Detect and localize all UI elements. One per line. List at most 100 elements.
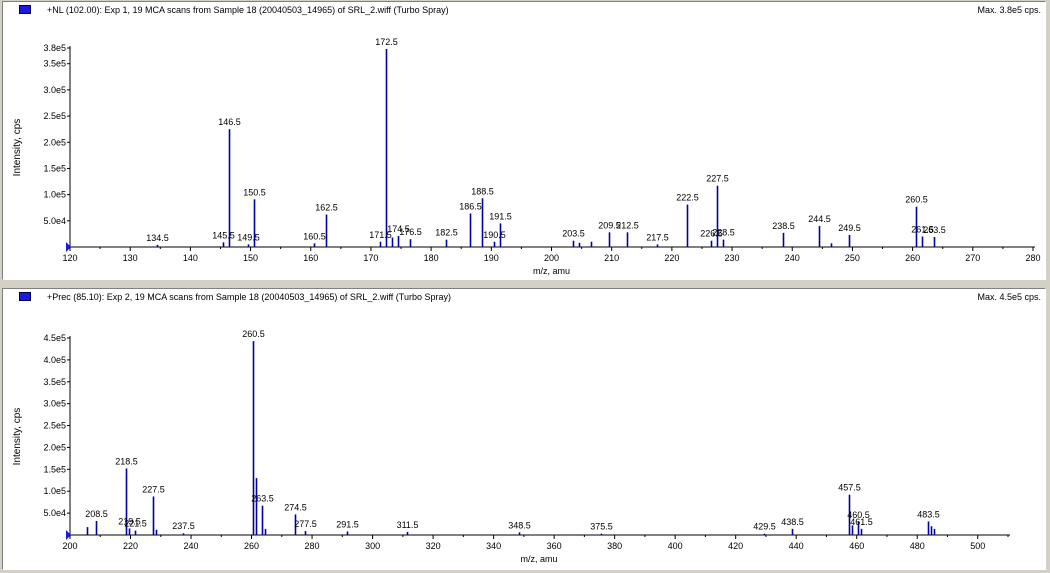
x-tick-label: 130 (123, 253, 138, 263)
peak-label: 261.5 (911, 225, 934, 235)
peak-label: 188.5 (471, 186, 494, 196)
x-tick-label: 200 (544, 253, 559, 263)
origin-marker-icon (66, 242, 71, 252)
peak-label: 227.5 (706, 174, 729, 184)
max-intensity: Max. 4.5e5 cps. (977, 292, 1041, 302)
peak-label: 461.5 (850, 517, 873, 527)
peak-label: 274.5 (284, 502, 307, 512)
peak-label: 483.5 (917, 509, 940, 519)
peak-label: 375.5 (590, 522, 613, 532)
peak-label: 209.5 (598, 220, 621, 230)
peak-label: 191.5 (489, 211, 512, 221)
peak-label: 162.5 (315, 203, 338, 213)
peak-label: 219.5 (118, 516, 141, 526)
panel-header: +NL (102.00): Exp 1, 19 MCA scans from S… (17, 5, 1041, 19)
y-tick-label: 3.0e5 (43, 399, 66, 409)
y-tick-label: 5.0e4 (43, 216, 66, 226)
peak-label: 160.5 (303, 231, 326, 241)
x-tick-label: 160 (303, 253, 318, 263)
x-tick-label: 320 (426, 541, 441, 551)
peak-label: 227.5 (142, 484, 165, 494)
x-tick-label: 240 (785, 253, 800, 263)
trace-color-icon[interactable] (19, 292, 31, 301)
x-tick-label: 260 (905, 253, 920, 263)
y-tick-label: 3.0e5 (43, 85, 66, 95)
x-tick-label: 150 (243, 253, 258, 263)
x-tick-label: 340 (486, 541, 501, 551)
x-tick-label: 500 (970, 541, 985, 551)
peak-label: 348.5 (508, 520, 531, 530)
spectrum-chart-1[interactable]: 5.0e4 1.0e5 1.5e5 2.0e5 2.5e5 3.0e5 3.5e5 3.8e5… (3, 2, 1045, 279)
peak-label: 212.5 (616, 220, 639, 230)
peak-label: 429.5 (753, 522, 776, 532)
peak-label: 171.5 (369, 230, 392, 240)
y-axis-title: Intensity, cps (12, 408, 23, 466)
y-tick-label: 3.5e5 (43, 377, 66, 387)
peak-label: 176.5 (399, 227, 422, 237)
x-tick-label: 220 (664, 253, 679, 263)
max-intensity: Max. 3.8e5 cps. (977, 5, 1041, 15)
y-tick-label: 2.5e5 (43, 111, 66, 121)
panel-title: +Prec (85.10): Exp 2, 19 MCA scans from … (47, 292, 451, 302)
y-tick-label: 1.0e5 (43, 190, 66, 200)
x-tick-label: 280 (1025, 253, 1040, 263)
y-tick-label: 2.0e5 (43, 137, 66, 147)
peak-label: 150.5 (243, 187, 266, 197)
panel-header: +Prec (85.10): Exp 2, 19 MCA scans from … (17, 292, 1041, 306)
peak-label: 221.5 (124, 519, 147, 529)
x-tick-label: 240 (184, 541, 199, 551)
x-tick-label: 420 (728, 541, 743, 551)
spectrum-panel-1: +NL (102.00): Exp 1, 19 MCA scans from S… (2, 1, 1046, 280)
peak-label: 237.5 (172, 521, 195, 531)
peak-label: 460.5 (847, 510, 870, 520)
peak-label: 263.5 (923, 225, 946, 235)
y-tick-label: 4.0e5 (43, 355, 66, 365)
peak-label: 182.5 (435, 228, 458, 238)
x-axis-title: m/z, amu (520, 554, 557, 564)
peak-label: 260.5 (242, 329, 265, 339)
x-tick-label: 380 (607, 541, 622, 551)
x-tick-label: 460 (849, 541, 864, 551)
y-tick-label: 1.5e5 (43, 163, 66, 173)
x-tick-label: 200 (62, 541, 77, 551)
peak-label: 208.5 (85, 509, 108, 519)
spectrum-chart-2[interactable]: 5.0e4 1.0e5 1.5e5 2.0e5 2.5e5 3.0e5 3.5e5 4.0e5… (3, 289, 1045, 569)
peak-label: 134.5 (146, 233, 169, 243)
peak-label: 174.5 (387, 224, 410, 234)
x-axis-title: m/z, amu (533, 266, 570, 276)
peak-label: 186.5 (459, 201, 482, 211)
peak-label: 438.5 (781, 517, 804, 527)
peak-label: 145.5 (212, 230, 235, 240)
y-axis-title: Intensity, cps (12, 119, 23, 177)
peak-label: 217.5 (646, 232, 669, 242)
peak-label: 146.5 (218, 117, 241, 127)
y-tick-label: 2.0e5 (43, 442, 66, 452)
x-tick-label: 190 (484, 253, 499, 263)
x-tick-label: 250 (845, 253, 860, 263)
peak-label: 222.5 (676, 193, 699, 203)
x-tick-label: 480 (910, 541, 925, 551)
x-tick-label: 270 (965, 253, 980, 263)
x-tick-label: 120 (62, 253, 77, 263)
x-tick-label: 400 (668, 541, 683, 551)
x-tick-label: 360 (547, 541, 562, 551)
panel-title: +NL (102.00): Exp 1, 19 MCA scans from S… (47, 5, 449, 15)
y-tick-label: 5.0e4 (43, 508, 66, 518)
y-tick-label: 4.5e5 (43, 333, 66, 343)
x-tick-label: 230 (725, 253, 740, 263)
peak-label: 311.5 (397, 520, 419, 530)
peak-label: 277.5 (294, 519, 317, 529)
x-tick-label: 280 (305, 541, 320, 551)
peak-label: 238.5 (772, 221, 795, 231)
x-tick-label: 210 (604, 253, 619, 263)
peak-label: 260.5 (905, 195, 928, 205)
peak-label: 244.5 (808, 214, 831, 224)
y-tick-label: 3.5e5 (43, 59, 66, 69)
peak-label: 263.5 (251, 494, 274, 504)
x-tick-label: 220 (123, 541, 138, 551)
x-tick-label: 300 (365, 541, 380, 551)
y-tick-label: 3.8e5 (43, 43, 66, 53)
x-tick-label: 260 (244, 541, 259, 551)
trace-color-icon[interactable] (19, 5, 31, 14)
peak-label: 226.5 (700, 229, 723, 239)
